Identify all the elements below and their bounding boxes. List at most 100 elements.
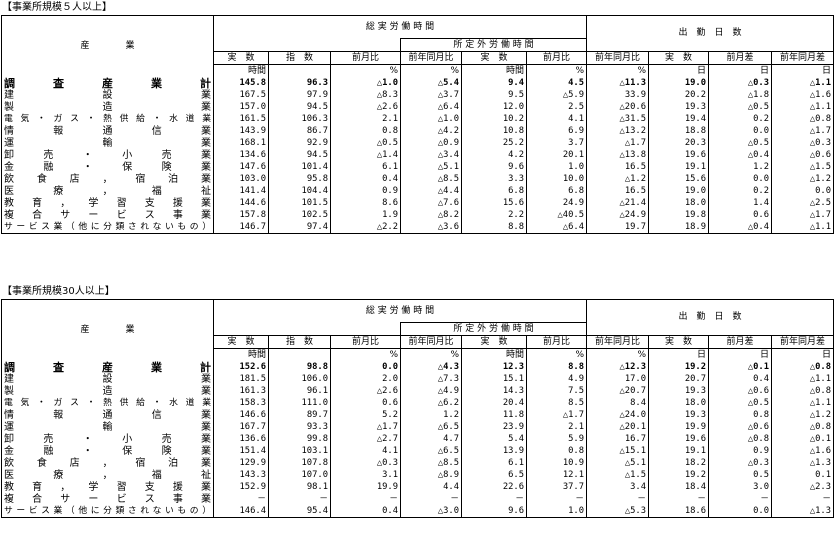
- value-cell: 19.6: [648, 149, 709, 161]
- value-cell: △7.3: [400, 373, 462, 385]
- value-cell: 13.9: [461, 445, 527, 457]
- value-cell: 1.4: [708, 197, 772, 209]
- value-cell: －: [526, 493, 587, 505]
- value-cell: △1.5: [586, 469, 649, 481]
- column-label: 指 数: [268, 51, 331, 65]
- value-cell: △1.7: [771, 125, 835, 137]
- industry-label: 飲食店，宿泊業: [1, 457, 214, 469]
- value-cell: 19.7: [586, 221, 649, 234]
- table-row: 運輸業 167.7 93.3 △1.7 △6.5 23.9 2.1 △20.1 19.9 △0.6…: [1, 421, 835, 433]
- subheader-row: 実 数指 数前月比 前年同月比実 数前月比 前年同月比実 数前月差 前年同月差: [2, 335, 835, 349]
- value-cell: △0.8: [771, 113, 835, 125]
- value-cell: △0.1: [708, 361, 772, 373]
- value-cell: △3.6: [400, 221, 462, 234]
- value-cell: △6.2: [400, 397, 462, 409]
- value-cell: 3.7: [526, 137, 587, 149]
- value-cell: △11.3: [586, 77, 649, 89]
- unit-label: 時間: [213, 64, 269, 77]
- value-cell: 102.5: [268, 209, 331, 221]
- value-cell: 9.6: [461, 505, 527, 518]
- table-row: 医療，福祉 141.4 104.4 0.9 △4.4 6.8 6.8 16.5 19.0 0.2 0…: [1, 185, 835, 197]
- value-cell: △1.2: [771, 409, 835, 421]
- value-cell: 19.0: [648, 185, 709, 197]
- value-cell: 9.4: [461, 77, 527, 89]
- value-cell: 107.0: [268, 469, 331, 481]
- value-cell: 0.6: [330, 397, 401, 409]
- column-label: 実 数: [461, 51, 527, 65]
- spacer-cell: [214, 39, 401, 52]
- value-cell: △0.4: [708, 149, 772, 161]
- value-cell: 16.5: [586, 161, 649, 173]
- value-cell: 19.0: [648, 77, 709, 89]
- value-cell: 3.1: [330, 469, 401, 481]
- value-cell: 10.8: [461, 125, 527, 137]
- column-label: 実 数: [648, 335, 709, 349]
- header-row: 産 業総 実 労 働 時 間出 勤 日 数: [1, 299, 835, 361]
- value-cell: △13.8: [586, 149, 649, 161]
- unit-label: [268, 64, 331, 77]
- value-cell: 19.2: [648, 361, 709, 373]
- value-cell: 0.4: [330, 173, 401, 185]
- value-cell: 18.9: [648, 221, 709, 234]
- value-cell: －: [708, 493, 772, 505]
- value-cell: 16.5: [586, 185, 649, 197]
- value-cell: 5.2: [330, 409, 401, 421]
- value-cell: －: [648, 493, 709, 505]
- value-cell: △3.7: [400, 89, 462, 101]
- unit-label: [268, 348, 331, 361]
- value-cell: 19.1: [648, 445, 709, 457]
- value-cell: △0.6: [708, 421, 772, 433]
- value-cell: 167.7: [213, 421, 269, 433]
- value-cell: 3.3: [461, 173, 527, 185]
- unit-label: 時間: [461, 348, 527, 361]
- value-cell: 5.9: [526, 433, 587, 445]
- value-cell: 104.4: [268, 185, 331, 197]
- value-cell: 103.1: [268, 445, 331, 457]
- industry-label: 製造業: [1, 101, 214, 113]
- column-label: 実 数: [213, 51, 269, 65]
- value-cell: －: [771, 493, 835, 505]
- value-cell: 157.8: [213, 209, 269, 221]
- value-cell: 37.7: [526, 481, 587, 493]
- value-cell: 152.9: [213, 481, 269, 493]
- value-cell: 4.2: [461, 149, 527, 161]
- value-cell: 107.8: [268, 457, 331, 469]
- value-cell: △2.7: [330, 433, 401, 445]
- column-label: 前年同月比: [586, 335, 649, 349]
- value-cell: 143.3: [213, 469, 269, 481]
- value-cell: △40.5: [526, 209, 587, 221]
- value-cell: △3.4: [400, 149, 462, 161]
- value-cell: 97.9: [268, 89, 331, 101]
- value-cell: 0.6: [708, 209, 772, 221]
- value-cell: 22.6: [461, 481, 527, 493]
- value-cell: △3.0: [400, 505, 462, 518]
- value-cell: 2.5: [526, 101, 587, 113]
- industry-label: 運輸業: [1, 137, 214, 149]
- value-cell: △2.3: [771, 481, 835, 493]
- value-cell: 98.8: [268, 361, 331, 373]
- value-cell: 147.6: [213, 161, 269, 173]
- column-label: 前年同月比: [400, 335, 462, 349]
- value-cell: 4.7: [400, 433, 462, 445]
- table-row: サービス業（他に分類されないもの） 146.4 95.4 0.4 △3.0 9.6 1.0 △…: [1, 505, 835, 518]
- value-cell: 1.2: [708, 161, 772, 173]
- value-cell: △6.5: [400, 421, 462, 433]
- value-cell: △0.4: [708, 221, 772, 234]
- industry-header: 産 業: [1, 299, 214, 361]
- value-cell: △5.9: [526, 89, 587, 101]
- value-cell: 111.0: [268, 397, 331, 409]
- value-cell: △1.3: [771, 505, 835, 518]
- table-row: 金融・保険業 147.6 101.4 6.1 △5.1 9.6 1.0 16.5 19.1 1.2…: [1, 161, 835, 173]
- value-cell: 2.0: [330, 373, 401, 385]
- value-cell: 19.3: [648, 101, 709, 113]
- value-cell: －: [213, 493, 269, 505]
- value-cell: △0.3: [771, 137, 835, 149]
- value-cell: 9.5: [461, 89, 527, 101]
- value-cell: △1.1: [771, 397, 835, 409]
- value-cell: 95.4: [268, 505, 331, 518]
- industry-label: 医療，福祉: [1, 185, 214, 197]
- value-cell: 146.6: [213, 409, 269, 421]
- value-cell: △0.8: [708, 433, 772, 445]
- value-cell: 97.4: [268, 221, 331, 234]
- value-cell: 101.5: [268, 197, 331, 209]
